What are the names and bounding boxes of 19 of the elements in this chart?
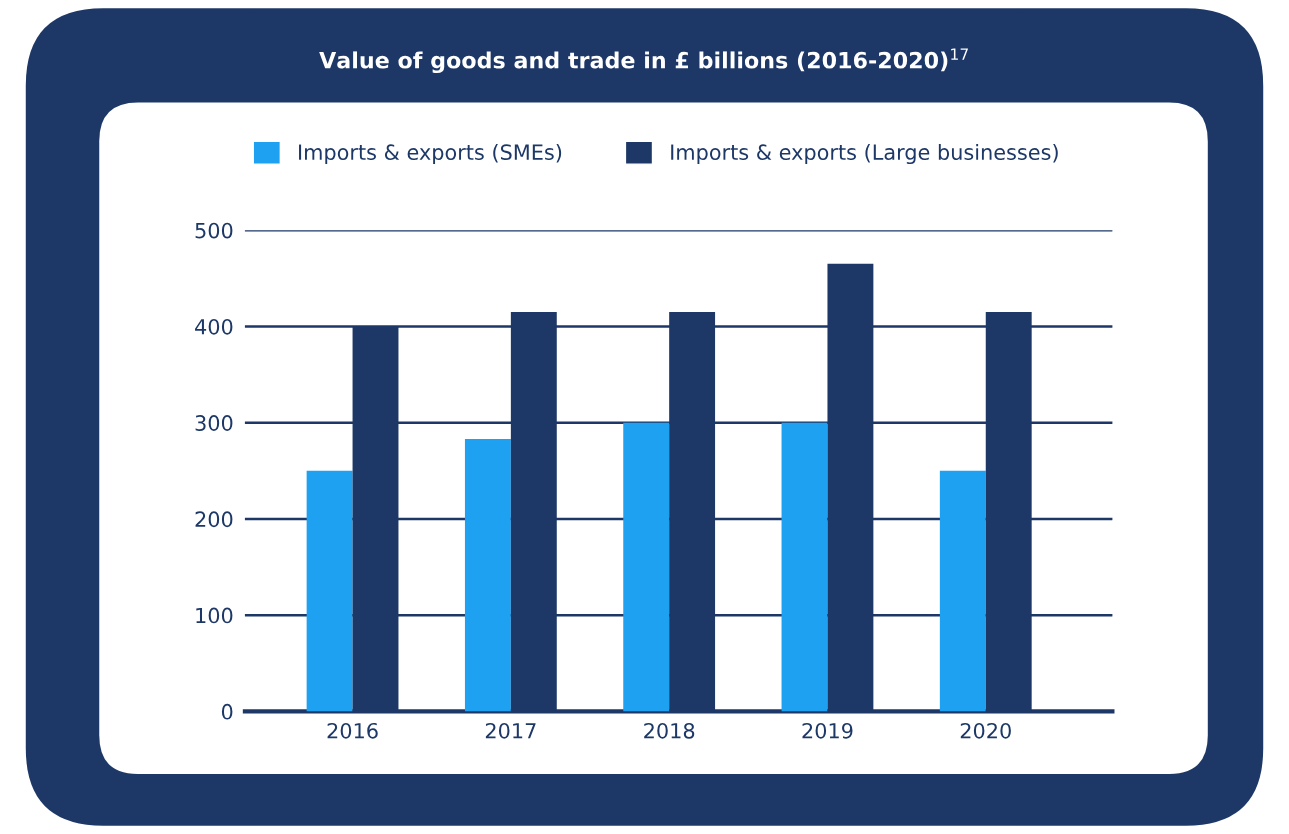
y-tick-label: 400 [195, 318, 233, 335]
x-tick-label: 2017 [485, 722, 536, 739]
bar [306, 470, 353, 712]
y-tick-label: 0 [221, 703, 233, 720]
legend-label: Imports & exports (Large businesses) [671, 143, 1058, 165]
bar [781, 422, 828, 712]
x-tick-label: 2016 [327, 722, 378, 739]
bar [623, 422, 670, 712]
bar [464, 439, 511, 712]
y-tick-label: 100 [196, 607, 233, 624]
y-tick-label: 300 [195, 415, 233, 431]
chart-title: Value of goods and trade in £ billions (2016-2020)$^{17}$ [319, 48, 968, 74]
x-tick-label: 2019 [802, 722, 853, 739]
x-tick-label: 2020 [960, 722, 1011, 739]
x-tick-label: 2018 [644, 722, 695, 739]
y-tick-label: 200 [195, 511, 233, 528]
bar [939, 470, 986, 712]
y-tick-label: 500 [195, 222, 233, 239]
legend-label: Imports & exports (SMEs) [299, 143, 562, 165]
